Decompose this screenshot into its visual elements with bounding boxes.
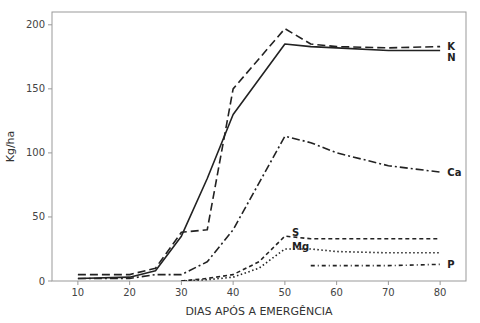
y-tick xyxy=(48,152,52,153)
plot-frame xyxy=(52,12,466,281)
chart: 10 20 30 40 50 60 70 80 0 50 100 150 200 DIAS APÓS A … xyxy=(0,0,480,323)
y-tick-label: 200 xyxy=(26,19,45,30)
series-label: N xyxy=(447,52,455,63)
series-label: P xyxy=(447,259,454,270)
series-line xyxy=(78,44,440,278)
x-tick xyxy=(233,281,234,285)
x-tick xyxy=(129,281,130,285)
x-tick-label: 20 xyxy=(123,287,136,298)
y-tick-label: 100 xyxy=(26,147,45,158)
series-line xyxy=(78,136,440,278)
series-label: Ca xyxy=(447,167,461,178)
y-tick xyxy=(48,24,52,25)
series-label: S xyxy=(292,227,299,238)
x-tick xyxy=(336,281,337,285)
x-tick-label: 50 xyxy=(279,287,292,298)
x-tick xyxy=(181,281,182,285)
x-tick-label: 30 xyxy=(175,287,188,298)
x-tick-label: 70 xyxy=(382,287,395,298)
x-axis-label: DIAS APÓS A EMERGÊNCIA xyxy=(185,305,333,318)
series-line xyxy=(78,29,440,275)
x-tick xyxy=(388,281,389,285)
y-tick-label: 150 xyxy=(26,83,45,94)
x-tick-label: 40 xyxy=(227,287,240,298)
y-tick-label: 0 xyxy=(39,276,45,287)
y-tick xyxy=(48,216,52,217)
series-line xyxy=(181,249,440,281)
series-line xyxy=(181,236,440,281)
x-tick xyxy=(440,281,441,285)
x-tick xyxy=(77,281,78,285)
x-tick-label: 60 xyxy=(330,287,343,298)
x-tick-label: 10 xyxy=(72,287,85,298)
x-tick-label: 80 xyxy=(434,287,447,298)
y-tick xyxy=(48,88,52,89)
y-tick-label: 50 xyxy=(32,211,45,222)
series-label: K xyxy=(447,41,456,52)
series-line xyxy=(311,264,440,265)
y-axis-label: Kg/ha xyxy=(4,131,17,163)
lines xyxy=(78,29,440,281)
x-tick xyxy=(284,281,285,285)
series-label: Mg xyxy=(292,241,309,252)
y-tick xyxy=(48,281,52,282)
